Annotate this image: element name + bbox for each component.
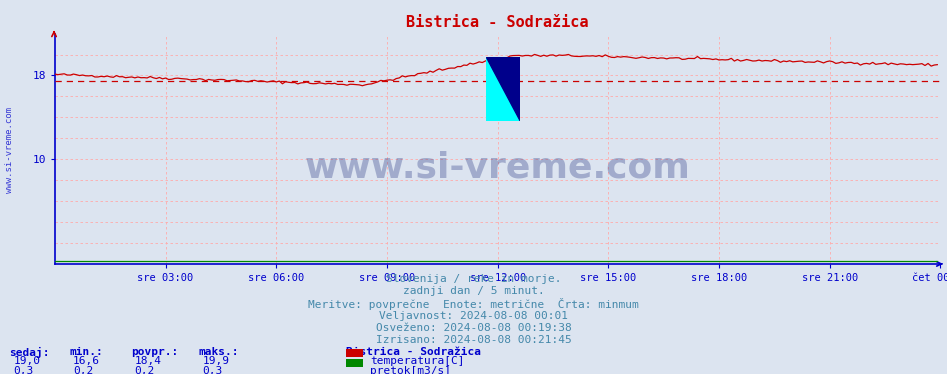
Text: sedaj:: sedaj:: [9, 347, 50, 358]
Text: 19,9: 19,9: [203, 356, 230, 366]
Text: Meritve: povprečne  Enote: metrične  Črta: minmum: Meritve: povprečne Enote: metrične Črta:…: [308, 298, 639, 310]
Text: zadnji dan / 5 minut.: zadnji dan / 5 minut.: [402, 286, 545, 296]
Text: Slovenija / reke in morje.: Slovenija / reke in morje.: [385, 274, 562, 284]
Text: temperatura[C]: temperatura[C]: [370, 356, 465, 366]
Text: Osveženo: 2024-08-08 00:19:38: Osveženo: 2024-08-08 00:19:38: [376, 323, 571, 333]
Text: Veljavnost: 2024-08-08 00:01: Veljavnost: 2024-08-08 00:01: [379, 311, 568, 321]
Text: min.:: min.:: [69, 347, 103, 357]
Text: www.si-vreme.com: www.si-vreme.com: [5, 107, 14, 193]
Text: 0,2: 0,2: [73, 366, 93, 374]
Text: 0,3: 0,3: [13, 366, 33, 374]
Text: 18,4: 18,4: [134, 356, 162, 366]
Title: Bistrica - Sodražica: Bistrica - Sodražica: [406, 15, 589, 30]
Text: www.si-vreme.com: www.si-vreme.com: [305, 150, 690, 184]
Text: 19,0: 19,0: [13, 356, 41, 366]
Text: pretok[m3/s]: pretok[m3/s]: [370, 366, 452, 374]
Polygon shape: [486, 57, 520, 121]
Text: 16,6: 16,6: [73, 356, 100, 366]
Text: povpr.:: povpr.:: [131, 347, 178, 357]
Text: maks.:: maks.:: [199, 347, 240, 357]
Text: 0,2: 0,2: [134, 366, 154, 374]
Text: 0,3: 0,3: [203, 366, 223, 374]
Text: Bistrica - Sodražica: Bistrica - Sodražica: [346, 347, 481, 357]
Text: Izrisano: 2024-08-08 00:21:45: Izrisano: 2024-08-08 00:21:45: [376, 335, 571, 346]
Polygon shape: [486, 57, 520, 121]
